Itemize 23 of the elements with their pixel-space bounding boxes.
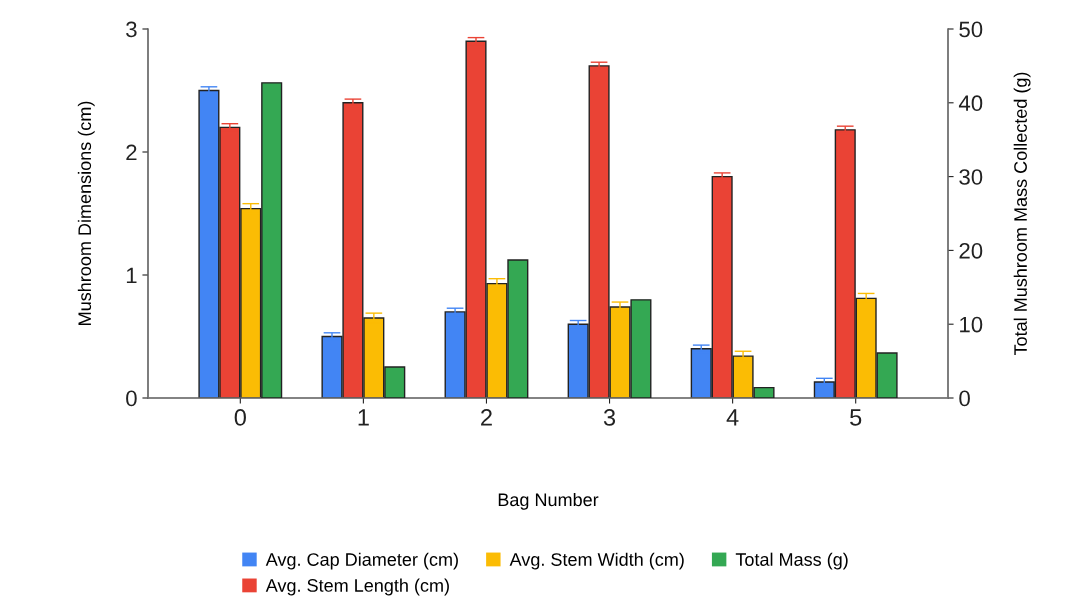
x-tick-label: 4 [726,409,739,426]
y2-tick-label: 40 [958,95,983,112]
x-tick-label: 1 [358,409,369,426]
x-axis-title: Bag Number [498,492,599,510]
y-tick-label: 1 [126,267,137,284]
y-tick-label: 2 [126,144,137,161]
y2-axis-title: Total Mushroom Mass Collected (g) [1013,72,1031,356]
y2-tick-label: 30 [959,169,983,185]
legend-label: Avg. Cap Diameter (cm) [265,552,458,570]
y2-tick-label: 50 [959,21,983,38]
y2-tick-label: 20 [959,242,983,259]
y2-tick-label: 10 [960,316,983,333]
x-tick-label: 0 [234,409,246,426]
y-tick-label: 3 [126,21,137,38]
y2-tick-label: 0 [959,390,970,407]
y-axis-title: Mushroom Dimensions (cm) [77,101,95,325]
legend-label: Avg. Stem Width (cm) [509,552,684,570]
x-tick-label: 2 [481,409,492,426]
x-tick-label: 5 [850,409,862,426]
y-tick-label: 0 [126,390,137,407]
legend-label: Total Mass (g) [735,552,848,570]
legend-label: Avg. Stem Length (cm) [265,578,449,596]
x-tick-label: 3 [603,409,616,426]
